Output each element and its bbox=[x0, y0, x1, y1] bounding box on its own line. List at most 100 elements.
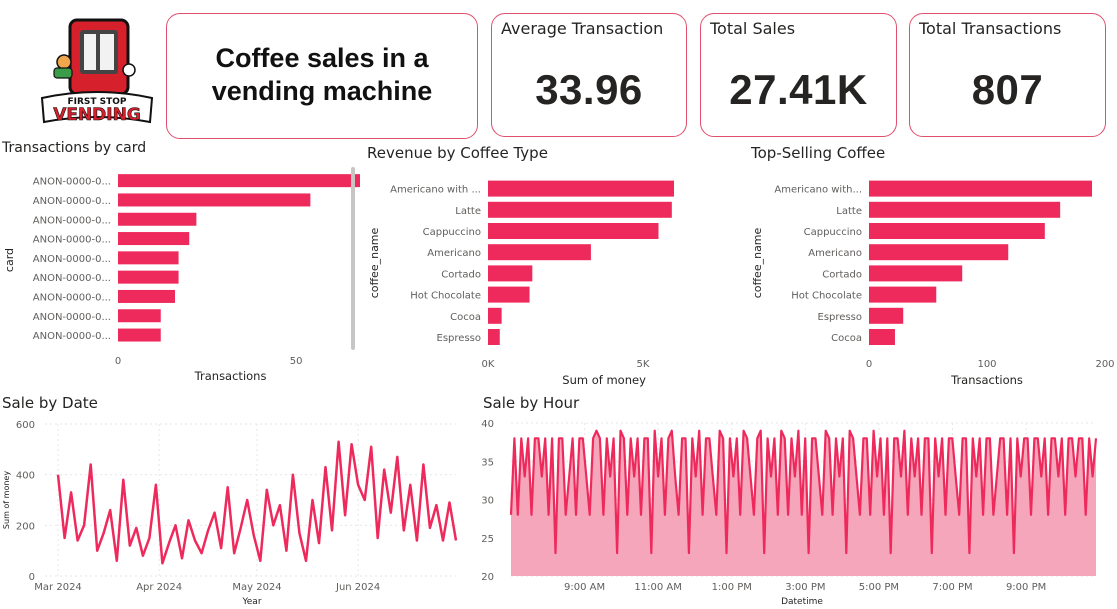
category-label: Americano with... bbox=[774, 185, 862, 196]
y-tick-label: 200 bbox=[16, 521, 35, 532]
x-tick-label: 50 bbox=[290, 356, 303, 367]
kpi-card-total-sales: Total Sales 27.41K bbox=[700, 13, 897, 137]
x-tick-label: 1:00 PM bbox=[712, 582, 752, 593]
chart-title-revenue-by-coffee-type: Revenue by Coffee Type bbox=[367, 144, 548, 162]
bar bbox=[118, 309, 161, 323]
bar bbox=[118, 174, 360, 188]
first-stop-vending-logo: FIRST STOP VENDING bbox=[40, 18, 154, 125]
category-label: Cocoa bbox=[450, 312, 481, 323]
category-label: Americano bbox=[427, 248, 481, 259]
kpi-card-total-transactions: Total Transactions 807 bbox=[909, 13, 1106, 137]
y-tick-label: 600 bbox=[16, 420, 35, 431]
revenue-by-coffee-type-chart: Americano with ... Latte Cappuccino America… bbox=[368, 180, 674, 387]
kpi-value: 33.96 bbox=[535, 66, 643, 113]
x-axis-label: Datetime bbox=[781, 597, 823, 607]
y-tick-label: 40 bbox=[481, 419, 494, 430]
kpi-value: 807 bbox=[971, 66, 1044, 113]
x-tick-label: 9:00 PM bbox=[1006, 582, 1046, 593]
bar bbox=[869, 329, 895, 345]
bar bbox=[869, 180, 1093, 197]
transactions-by-card-chart: ANON-0000-0... ANON-0000-0... ANON-0000-0.… bbox=[3, 174, 360, 383]
y-tick-label: 30 bbox=[481, 496, 494, 507]
bar bbox=[488, 223, 659, 239]
bar bbox=[118, 193, 311, 207]
x-axis-label: Transactions bbox=[194, 369, 267, 383]
bar bbox=[118, 251, 179, 265]
x-axis-label: Sum of money bbox=[562, 373, 646, 387]
bar bbox=[488, 265, 533, 282]
bar bbox=[488, 201, 672, 218]
title-card: Coffee sales in a vending machine bbox=[166, 13, 478, 139]
category-label: Americano bbox=[808, 248, 862, 259]
y-axis-label: coffee_name bbox=[368, 227, 381, 298]
category-label: ANON-0000-0... bbox=[33, 177, 111, 188]
bar bbox=[118, 270, 179, 284]
category-label: Hot Chocolate bbox=[410, 291, 481, 302]
bar bbox=[118, 212, 197, 226]
bar bbox=[869, 244, 1009, 261]
bar bbox=[488, 307, 502, 324]
kpi-value: 27.41K bbox=[729, 66, 868, 113]
category-label: Latte bbox=[836, 206, 862, 217]
x-tick-label: 5K bbox=[637, 359, 650, 370]
category-label: Espresso bbox=[437, 333, 481, 344]
y-axis-label: card bbox=[3, 248, 16, 272]
sales-line bbox=[509, 429, 1098, 555]
category-label: ANON-0000-0... bbox=[33, 331, 111, 342]
bar bbox=[488, 329, 500, 345]
y-tick-label: 20 bbox=[481, 572, 494, 583]
bar bbox=[869, 307, 904, 324]
bar bbox=[869, 201, 1061, 218]
chart-title-sale-by-date: Sale by Date bbox=[2, 394, 98, 412]
title-line-2: vending machine bbox=[211, 76, 433, 106]
x-tick-label: Mar 2024 bbox=[34, 582, 82, 593]
category-label: Cappuccino bbox=[804, 227, 862, 238]
x-tick-label: 5:00 PM bbox=[859, 582, 899, 593]
category-label: Espresso bbox=[818, 312, 862, 323]
y-tick-label: 400 bbox=[16, 471, 35, 482]
x-tick-label: 3:00 PM bbox=[785, 582, 825, 593]
x-tick-label: 100 bbox=[977, 359, 996, 370]
category-label: Cappuccino bbox=[423, 227, 481, 238]
x-tick-label: 0 bbox=[866, 359, 872, 370]
x-tick-label: Jun 2024 bbox=[335, 582, 380, 593]
chart-title-top-selling-coffee: Top-Selling Coffee bbox=[751, 144, 886, 162]
chart-scrollbar[interactable] bbox=[351, 167, 355, 350]
category-label: ANON-0000-0... bbox=[33, 312, 111, 323]
bar bbox=[118, 232, 190, 246]
category-label: ANON-0000-0... bbox=[33, 215, 111, 226]
bar bbox=[488, 244, 591, 261]
y-axis-label: Sum of money bbox=[2, 471, 11, 529]
title-line-1: Coffee sales in a bbox=[215, 43, 429, 73]
sales-line bbox=[56, 440, 458, 565]
y-tick-label: 25 bbox=[481, 534, 494, 545]
dashboard-title: Coffee sales in a vending machine bbox=[167, 42, 477, 108]
x-axis-label: Year bbox=[241, 597, 261, 607]
sale-by-date-chart: 0 200 400 600 Mar 2024 Apr 2024 May 2024 Jun 20… bbox=[2, 420, 458, 607]
chart-title-sale-by-hour: Sale by Hour bbox=[483, 394, 580, 412]
logo-text-top: FIRST STOP bbox=[67, 97, 126, 107]
x-tick-label: 11:00 AM bbox=[634, 582, 681, 593]
kpi-card-average-transaction: Average Transaction 33.96 bbox=[491, 13, 687, 137]
x-tick-label: 0 bbox=[115, 356, 121, 367]
category-label: ANON-0000-0... bbox=[33, 235, 111, 246]
bar bbox=[869, 223, 1045, 239]
kpi-label: Total Sales bbox=[710, 19, 796, 38]
bar bbox=[488, 286, 530, 303]
x-axis-label: Transactions bbox=[950, 373, 1023, 387]
category-label: Hot Chocolate bbox=[791, 291, 862, 302]
bar bbox=[869, 265, 963, 282]
x-tick-label: May 2024 bbox=[232, 582, 281, 593]
kpi-label: Total Transactions bbox=[919, 19, 1062, 38]
category-label: Cocoa bbox=[831, 333, 862, 344]
category-label: ANON-0000-0... bbox=[33, 254, 111, 265]
x-tick-label: 9:00 AM bbox=[564, 582, 605, 593]
x-tick-label: 0K bbox=[482, 359, 495, 370]
bar bbox=[869, 286, 937, 303]
kpi-label: Average Transaction bbox=[501, 19, 664, 38]
chart-title-transactions-by-card: Transactions by card bbox=[2, 140, 147, 156]
category-label: Cortado bbox=[822, 269, 862, 280]
bar bbox=[118, 289, 175, 303]
category-label: ANON-0000-0... bbox=[33, 273, 111, 284]
logo-text-bottom: VENDING bbox=[53, 105, 141, 125]
